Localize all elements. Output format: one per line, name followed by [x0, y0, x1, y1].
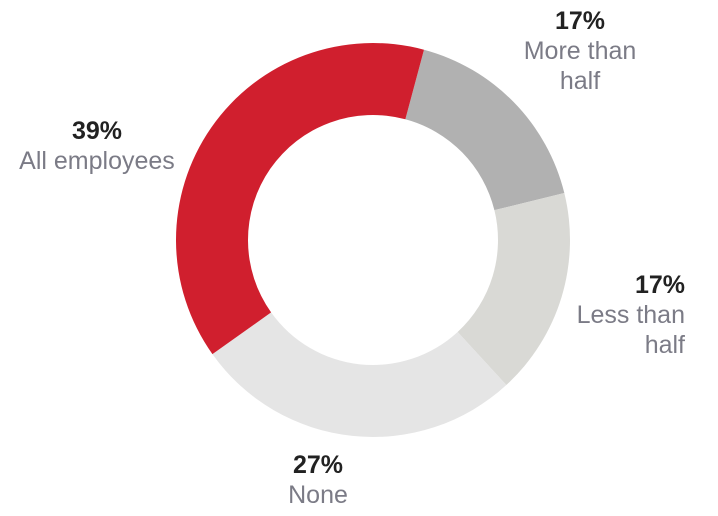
category-label: All employees — [19, 147, 175, 175]
donut-segment — [405, 49, 565, 211]
donut-segment — [457, 193, 571, 386]
percent-label: 17% — [554, 7, 606, 35]
category-label: None — [288, 481, 348, 509]
percent-label: 39% — [71, 117, 123, 145]
segment-label: 17% More than half — [505, 6, 655, 96]
category-label: Less than half — [576, 301, 685, 359]
donut-segment — [212, 312, 507, 438]
percent-label: 27% — [292, 451, 344, 479]
category-label: More than half — [523, 37, 637, 95]
segment-label: 27% None — [243, 450, 393, 510]
percent-label: 17% — [634, 271, 685, 299]
donut-segment — [175, 42, 424, 355]
segment-label: 39% All employees — [17, 116, 177, 176]
segment-label: 17% Less than half — [535, 270, 685, 360]
